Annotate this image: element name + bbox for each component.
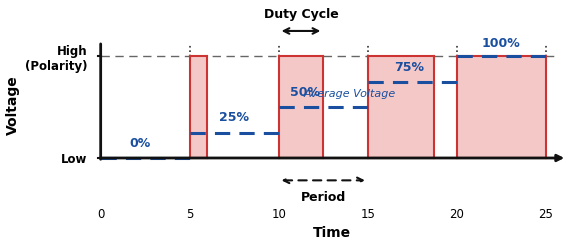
Text: 100%: 100% [482,37,521,50]
Text: Duty Cycle: Duty Cycle [264,8,338,21]
Text: Period: Period [301,190,346,203]
Text: 50%: 50% [290,86,320,99]
Text: Average Voltage: Average Voltage [303,89,396,99]
X-axis label: Time: Time [313,227,351,240]
Text: 0%: 0% [129,137,150,150]
Text: 75%: 75% [394,61,424,74]
Y-axis label: Voltage: Voltage [6,75,20,135]
Text: 25%: 25% [219,111,249,124]
